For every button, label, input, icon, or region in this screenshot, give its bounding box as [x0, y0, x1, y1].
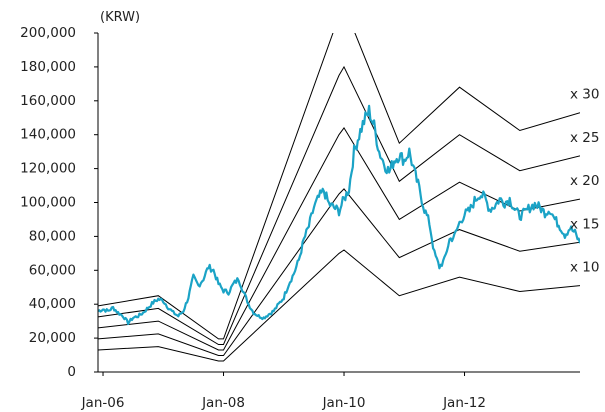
band-label-2: x 15 [570, 216, 599, 232]
band-line-1 [98, 249, 580, 362]
unit-label: (KRW) [100, 10, 140, 25]
y-tick-label: 160,000 [20, 93, 76, 109]
band-line-3 [98, 127, 580, 351]
y-tick-label: 20,000 [29, 330, 76, 346]
band-label-1: x 10 [570, 260, 599, 276]
band-label-5: x 30 [570, 87, 599, 103]
x-tick-labels: Jan-06 Jan-08 Jan-10 Jan-12 [81, 395, 486, 411]
band-label-4: x 25 [570, 130, 599, 146]
y-tick-labels: 0 20,000 40,000 60,000 80,000 100,000 120,000 1… [20, 25, 76, 380]
y-tick-label: 40,000 [29, 296, 76, 312]
y-tick-label: 180,000 [20, 59, 76, 75]
y-tick-label: 80,000 [29, 228, 76, 244]
x-tick-label: Jan-12 [442, 395, 486, 411]
axes [94, 32, 580, 376]
y-tick-label: 200,000 [20, 25, 76, 41]
x-tick-label: Jan-06 [81, 395, 125, 411]
price-line-group [98, 104, 580, 326]
price-line [98, 104, 580, 326]
y-tick-label: 0 [67, 364, 76, 380]
y-tick-label: 140,000 [20, 127, 76, 143]
y-tick-label: 120,000 [20, 161, 76, 177]
x-tick-label: Jan-10 [322, 395, 366, 411]
y-tick-label: 100,000 [20, 195, 76, 211]
band-line-2 [98, 188, 580, 356]
x-tick-label: Jan-08 [201, 395, 245, 411]
band-lines [98, 33, 580, 362]
y-tick-label: 60,000 [29, 262, 76, 278]
band-line-5 [98, 33, 580, 340]
band-label-3: x 20 [570, 173, 599, 189]
band-labels: x 10 x 15 x 20 x 25 x 30 [570, 87, 599, 276]
band-line-4 [98, 65, 580, 345]
